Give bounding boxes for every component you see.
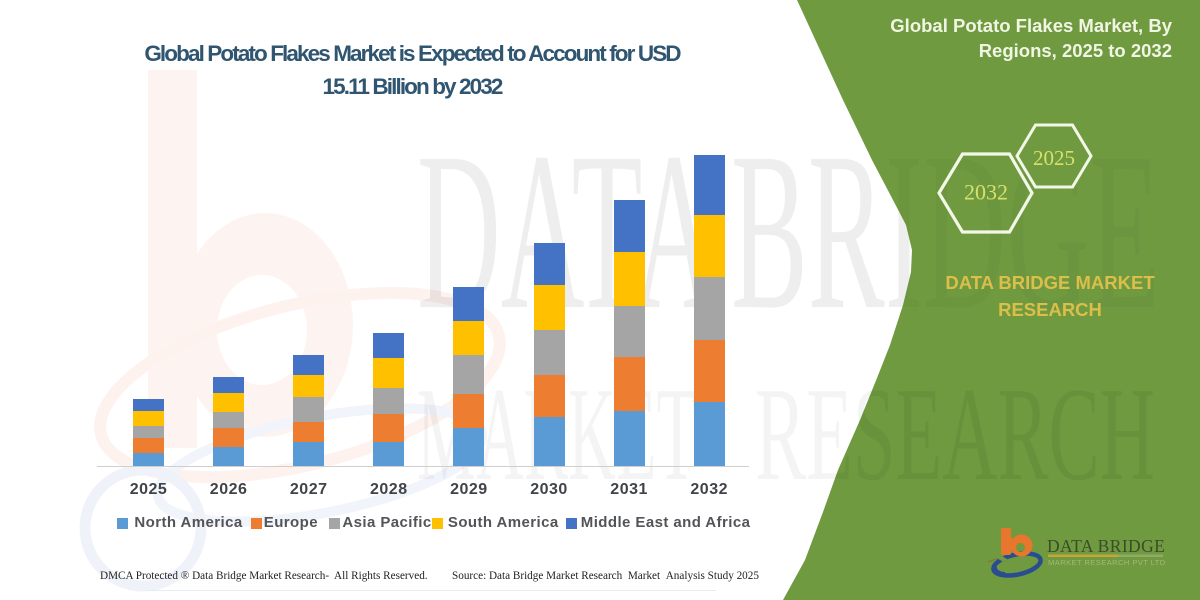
svg-text:2032: 2032 xyxy=(964,180,1008,205)
svg-text:DATA BRIDGE: DATA BRIDGE xyxy=(1047,536,1165,556)
svg-text:MARKET RESEARCH PVT LTD: MARKET RESEARCH PVT LTD xyxy=(1048,558,1166,567)
svg-text:2025: 2025 xyxy=(1033,146,1075,170)
